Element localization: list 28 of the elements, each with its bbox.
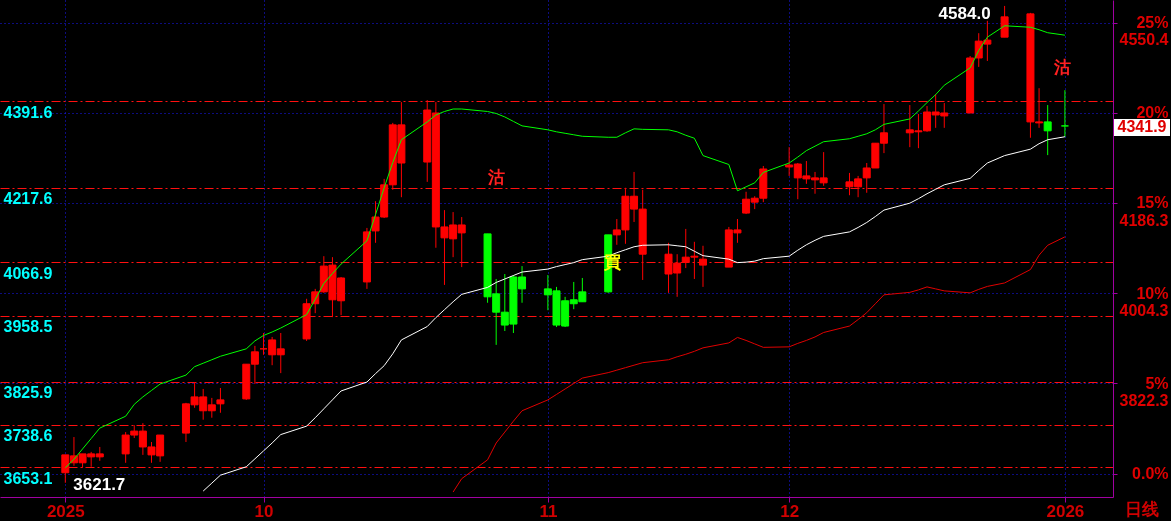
y3-tick-label: 4004.3 [1119, 301, 1169, 319]
y3-tick-label: 4186.3 [1119, 211, 1169, 229]
y3-tick-label: 4550.4 [1119, 31, 1169, 49]
y3-tick-label: 3822.3 [1119, 391, 1169, 409]
x-tick-label: 2026 [1046, 501, 1085, 521]
y-tick-label: 4217.6 [3, 190, 53, 207]
y2-tick-label: 0.0% [1132, 465, 1169, 483]
y-tick-label: 3738.6 [3, 427, 53, 445]
annotation: 沽 [486, 168, 505, 187]
y2-tick-label: 15% [1136, 194, 1169, 212]
annotation: 4584.0 [938, 3, 991, 23]
y-tick-label: 3653.1 [3, 469, 53, 487]
y2-tick-label: 10% [1136, 284, 1169, 302]
y-tick-label: 4391.6 [3, 103, 53, 121]
text: 4341.9 [1117, 118, 1167, 135]
y-tick-label: 3958.5 [3, 318, 53, 336]
x-tick-label: 10 [254, 501, 274, 521]
x-tick-label: 11 [539, 501, 558, 521]
annotation: 3621.7 [73, 474, 126, 494]
y-tick-label: 4066.9 [3, 264, 53, 282]
annotation: 沽 [1052, 58, 1071, 77]
y-tick-label: 3825.9 [3, 384, 53, 402]
annotation: 買 [602, 253, 621, 272]
text: 日线 [1125, 500, 1159, 519]
x-tick-label: 12 [780, 501, 800, 521]
x-tick-label: 2025 [46, 501, 85, 521]
y2-tick-label: 25% [1136, 14, 1169, 32]
y2-tick-label: 5% [1145, 374, 1169, 392]
